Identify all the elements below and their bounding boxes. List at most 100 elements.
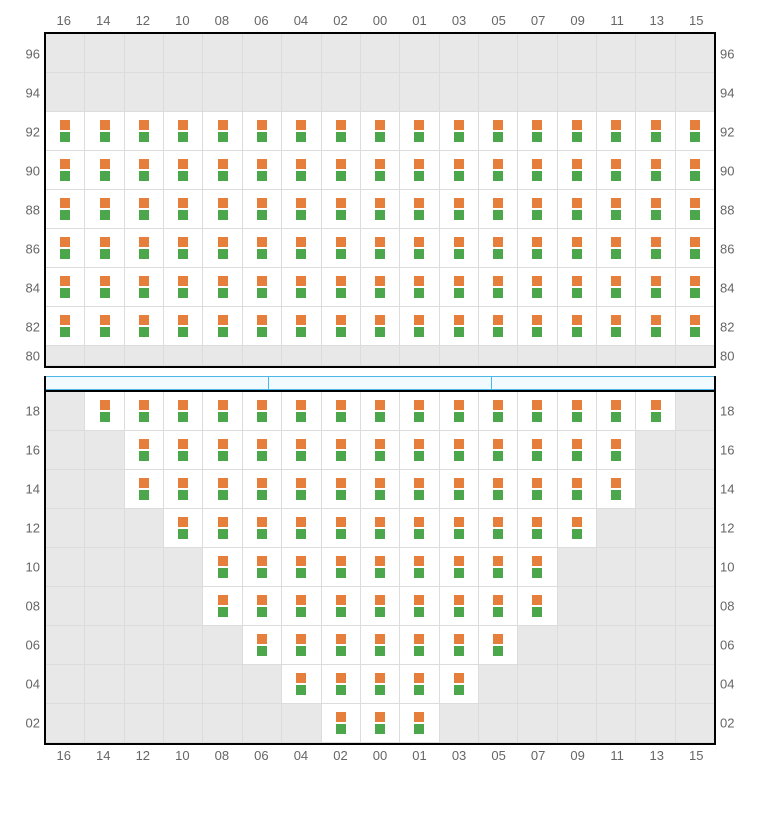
seat-cell[interactable] <box>322 392 361 431</box>
seat-cell[interactable] <box>676 307 714 346</box>
seat-cell[interactable] <box>558 509 597 548</box>
seat-cell[interactable] <box>322 307 361 346</box>
seat-cell[interactable] <box>46 268 85 307</box>
seat-cell[interactable] <box>85 268 124 307</box>
seat-cell[interactable] <box>243 268 282 307</box>
seat-cell[interactable] <box>597 268 636 307</box>
seat-cell[interactable] <box>400 190 439 229</box>
seat-cell[interactable] <box>479 229 518 268</box>
seat-cell[interactable] <box>400 509 439 548</box>
seat-cell[interactable] <box>558 268 597 307</box>
seat-cell[interactable] <box>558 431 597 470</box>
seat-cell[interactable] <box>636 268 675 307</box>
seat-cell[interactable] <box>597 307 636 346</box>
seat-cell[interactable] <box>518 392 557 431</box>
seat-cell[interactable] <box>597 470 636 509</box>
seat-cell[interactable] <box>85 307 124 346</box>
seat-cell[interactable] <box>636 112 675 151</box>
seat-cell[interactable] <box>597 229 636 268</box>
seat-cell[interactable] <box>558 392 597 431</box>
seat-cell[interactable] <box>518 431 557 470</box>
seat-cell[interactable] <box>322 190 361 229</box>
seat-cell[interactable] <box>85 392 124 431</box>
seat-cell[interactable] <box>676 190 714 229</box>
seat-cell[interactable] <box>400 587 439 626</box>
seat-cell[interactable] <box>322 151 361 190</box>
seat-cell[interactable] <box>440 548 479 587</box>
seat-cell[interactable] <box>164 392 203 431</box>
seat-cell[interactable] <box>125 112 164 151</box>
seat-cell[interactable] <box>125 190 164 229</box>
seat-cell[interactable] <box>203 190 242 229</box>
seat-cell[interactable] <box>361 626 400 665</box>
seat-cell[interactable] <box>676 229 714 268</box>
seat-cell[interactable] <box>597 431 636 470</box>
seat-cell[interactable] <box>479 509 518 548</box>
seat-cell[interactable] <box>518 509 557 548</box>
seat-cell[interactable] <box>636 190 675 229</box>
seat-cell[interactable] <box>440 431 479 470</box>
seat-cell[interactable] <box>400 307 439 346</box>
seat-cell[interactable] <box>558 229 597 268</box>
seat-cell[interactable] <box>322 229 361 268</box>
seat-cell[interactable] <box>322 548 361 587</box>
seat-cell[interactable] <box>479 307 518 346</box>
seat-cell[interactable] <box>518 268 557 307</box>
seat-cell[interactable] <box>479 151 518 190</box>
seat-cell[interactable] <box>203 587 242 626</box>
seat-cell[interactable] <box>164 470 203 509</box>
seat-cell[interactable] <box>164 431 203 470</box>
seat-cell[interactable] <box>400 151 439 190</box>
seat-cell[interactable] <box>322 431 361 470</box>
seat-cell[interactable] <box>400 431 439 470</box>
seat-cell[interactable] <box>243 548 282 587</box>
seat-cell[interactable] <box>164 229 203 268</box>
seat-cell[interactable] <box>243 626 282 665</box>
seat-cell[interactable] <box>597 190 636 229</box>
seat-cell[interactable] <box>400 704 439 743</box>
seat-cell[interactable] <box>558 190 597 229</box>
seat-cell[interactable] <box>164 268 203 307</box>
seat-cell[interactable] <box>46 151 85 190</box>
seat-cell[interactable] <box>282 112 321 151</box>
seat-cell[interactable] <box>361 587 400 626</box>
seat-cell[interactable] <box>636 392 675 431</box>
seat-cell[interactable] <box>440 151 479 190</box>
seat-cell[interactable] <box>125 307 164 346</box>
seat-cell[interactable] <box>518 548 557 587</box>
seat-cell[interactable] <box>322 509 361 548</box>
seat-cell[interactable] <box>243 587 282 626</box>
seat-cell[interactable] <box>243 229 282 268</box>
seat-cell[interactable] <box>203 431 242 470</box>
seat-cell[interactable] <box>164 307 203 346</box>
seat-cell[interactable] <box>361 112 400 151</box>
seat-cell[interactable] <box>243 307 282 346</box>
seat-cell[interactable] <box>282 392 321 431</box>
seat-cell[interactable] <box>361 392 400 431</box>
seat-cell[interactable] <box>479 190 518 229</box>
seat-cell[interactable] <box>479 587 518 626</box>
seat-cell[interactable] <box>282 190 321 229</box>
seat-cell[interactable] <box>125 268 164 307</box>
seat-cell[interactable] <box>636 151 675 190</box>
seat-cell[interactable] <box>676 151 714 190</box>
seat-cell[interactable] <box>400 112 439 151</box>
seat-cell[interactable] <box>322 587 361 626</box>
seat-cell[interactable] <box>440 587 479 626</box>
seat-cell[interactable] <box>440 229 479 268</box>
seat-cell[interactable] <box>361 190 400 229</box>
seat-cell[interactable] <box>282 470 321 509</box>
seat-cell[interactable] <box>440 392 479 431</box>
seat-cell[interactable] <box>243 151 282 190</box>
seat-cell[interactable] <box>440 626 479 665</box>
seat-cell[interactable] <box>558 470 597 509</box>
seat-cell[interactable] <box>479 626 518 665</box>
seat-cell[interactable] <box>597 112 636 151</box>
seat-cell[interactable] <box>164 112 203 151</box>
seat-cell[interactable] <box>440 112 479 151</box>
seat-cell[interactable] <box>400 626 439 665</box>
seat-cell[interactable] <box>282 509 321 548</box>
seat-cell[interactable] <box>636 307 675 346</box>
seat-cell[interactable] <box>243 431 282 470</box>
seat-cell[interactable] <box>518 307 557 346</box>
